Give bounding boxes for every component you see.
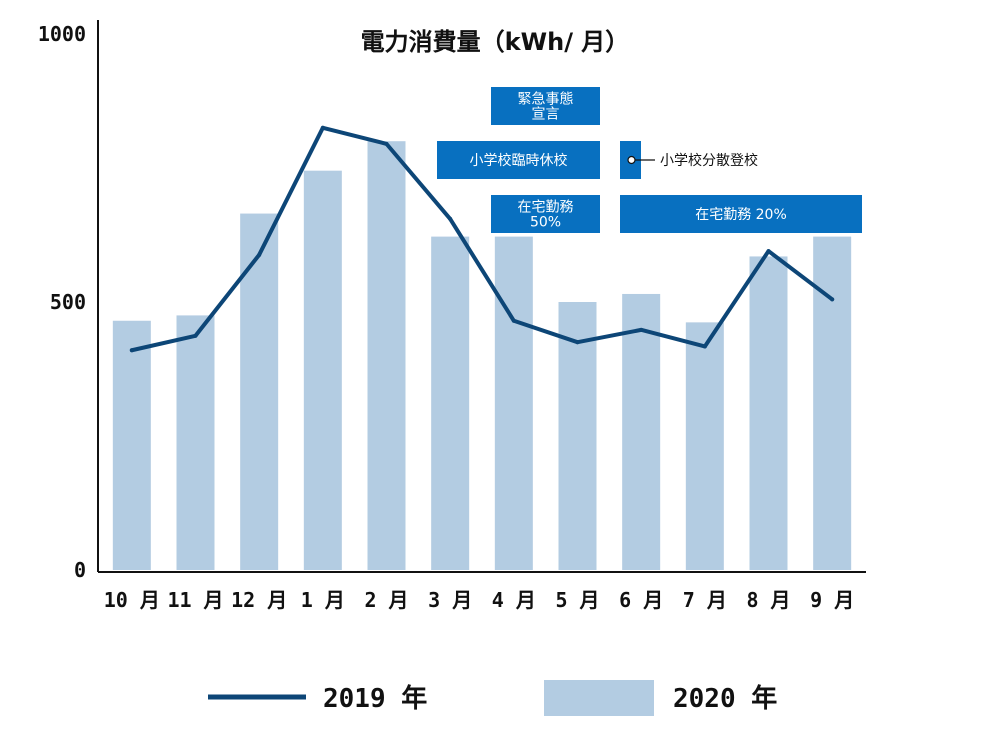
bar-2020-4 xyxy=(303,170,342,570)
bar-2020-8 xyxy=(558,302,597,570)
y-tick-labels: 0 500 1000 xyxy=(38,22,86,582)
x-tick-label: 9 月 xyxy=(810,588,854,612)
point-2019-4 xyxy=(320,125,325,130)
annotation-5: 在宅勤務 20% xyxy=(620,195,862,233)
bar-2020-2 xyxy=(176,315,215,570)
annotation-dot xyxy=(627,155,636,165)
annotation-box xyxy=(491,195,600,233)
bar-2020-1 xyxy=(112,320,151,570)
point-2019-12 xyxy=(830,297,835,302)
x-tick-label: 5 月 xyxy=(555,588,599,612)
x-tick-label: 1 月 xyxy=(301,588,345,612)
point-2019-2 xyxy=(193,333,198,338)
annotation-box xyxy=(491,87,600,125)
y-tick-label: 0 xyxy=(74,558,86,582)
point-2019-10 xyxy=(702,344,707,349)
bar-2020-5 xyxy=(367,141,406,570)
x-tick-label: 12 月 xyxy=(231,588,287,612)
line-layer xyxy=(129,125,835,353)
legend-item-2019: 2019 年 xyxy=(208,683,427,714)
legend: 2019 年 2020 年 xyxy=(208,680,777,716)
annotation-text: 在宅勤務 20% xyxy=(695,207,787,223)
legend-item-2020: 2020 年 xyxy=(544,680,777,716)
point-2019-8 xyxy=(575,340,580,345)
bars-layer xyxy=(112,141,852,570)
annotation-text: 宣言 xyxy=(532,107,560,123)
legend-label: 2019 年 xyxy=(323,683,427,714)
bar-2020-12 xyxy=(813,236,852,570)
x-tick-labels: 10 月 11 月 12 月 1 月 2 月 3 月 4 月 5 月 6 月 7 月 8 月 9 月 xyxy=(104,588,854,612)
annotation-box xyxy=(620,195,862,233)
annotation-2: 小学校臨時休校 xyxy=(437,141,600,179)
y-tick-label: 1000 xyxy=(38,22,86,46)
y-tick-label: 500 xyxy=(50,290,86,314)
point-2019-3 xyxy=(257,252,262,257)
point-2019-5 xyxy=(384,141,389,146)
annotation-text: 小学校臨時休校 xyxy=(470,152,568,169)
point-2019-6 xyxy=(448,216,453,221)
legend-label: 2020 年 xyxy=(673,683,777,714)
point-2019-11 xyxy=(766,249,771,254)
x-tick-label: 10 月 xyxy=(104,588,160,612)
x-tick-label: 11 月 xyxy=(167,588,223,612)
line-2019 xyxy=(129,125,835,353)
x-tick-label: 4 月 xyxy=(492,588,536,612)
bar-2020-9 xyxy=(622,293,661,570)
x-tick-label: 2 月 xyxy=(364,588,408,612)
x-tick-label: 8 月 xyxy=(746,588,790,612)
x-tick-label: 3 月 xyxy=(428,588,472,612)
point-2019-1 xyxy=(129,348,134,353)
annotation-text: 在宅勤務 xyxy=(518,200,574,216)
annotation-text: 50% xyxy=(530,215,561,231)
point-2019-7 xyxy=(511,318,516,323)
bar-2020-6 xyxy=(431,236,470,570)
annotation-box xyxy=(437,141,600,179)
bar-2020-11 xyxy=(749,256,788,570)
bar-2020-7 xyxy=(494,236,533,570)
annotation-text: 緊急事態 xyxy=(518,92,574,108)
chart-title: 電力消費量（kWh/ 月） xyxy=(361,28,630,56)
annotation-side-label: 小学校分散登校 xyxy=(660,152,758,169)
bar-2020-3 xyxy=(240,213,279,570)
annotation-3: 小学校分散登校 xyxy=(620,141,758,179)
bar-2020-10 xyxy=(685,322,724,570)
point-2019-9 xyxy=(639,327,644,332)
x-tick-label: 7 月 xyxy=(683,588,727,612)
legend-swatch-bar xyxy=(544,680,654,716)
x-tick-label: 6 月 xyxy=(619,588,663,612)
